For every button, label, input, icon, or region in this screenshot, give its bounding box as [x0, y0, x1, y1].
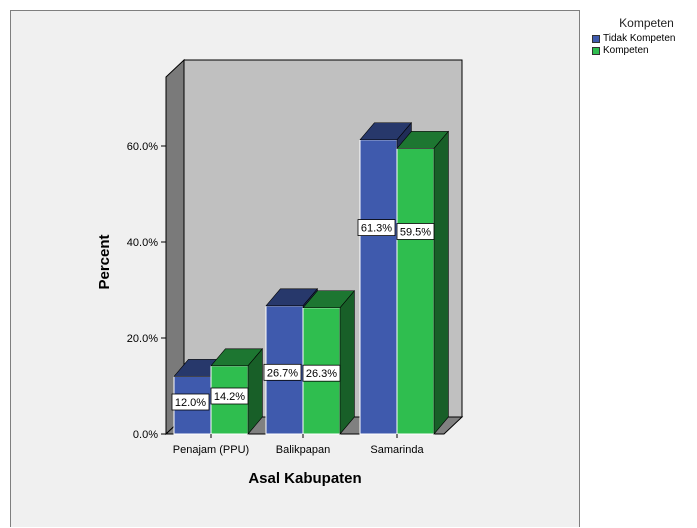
data-label: 12.0%	[171, 393, 210, 411]
y-axis-title: Percent	[96, 234, 113, 289]
y-tick-label: 20.0%	[127, 333, 158, 345]
legend-title: Kompeten	[619, 16, 674, 30]
data-label-text: 12.0%	[175, 397, 206, 409]
data-label-box	[171, 393, 210, 411]
data-label-box	[302, 364, 341, 382]
x-tick-label: Balikpapan	[276, 444, 330, 456]
y-tick-label: 40.0%	[127, 237, 158, 249]
data-label-text: 26.3%	[306, 368, 337, 380]
data-label-text: 61.3%	[361, 223, 392, 235]
data-label: 26.7%	[263, 363, 302, 381]
legend-label: Kompeten	[603, 45, 649, 56]
legend-item-kompeten: Kompeten	[590, 45, 697, 57]
data-label-text: 14.2%	[214, 391, 245, 403]
legend-swatch	[592, 35, 600, 43]
bar-chart: 0.0% 20.0% 40.0% 60.0% Penajam (PPU) Balikpap…	[96, 58, 464, 487]
data-label: 59.5%	[396, 223, 435, 240]
data-label-box	[357, 219, 396, 236]
x-axis-title: Asal Kabupaten	[248, 470, 361, 487]
data-label-text: 59.5%	[400, 226, 431, 238]
data-label: 26.3%	[302, 364, 341, 382]
legend-label: Tidak Kompeten	[603, 33, 676, 44]
data-label-box	[263, 363, 302, 381]
bar-side	[247, 348, 263, 435]
bar-side	[433, 130, 449, 435]
legend-item-tidak-kompeten: Tidak Kompeten	[590, 33, 697, 45]
data-label-box	[396, 223, 435, 240]
chart-area: 0.0% 20.0% 40.0% 60.0% Penajam (PPU) Balikpap…	[10, 10, 580, 527]
bar-side	[339, 289, 355, 435]
bar	[359, 139, 398, 435]
y-tick-label: 0.0%	[133, 429, 158, 441]
data-label-text: 26.7%	[267, 367, 298, 379]
data-label: 61.3%	[357, 219, 396, 236]
legend-swatch	[592, 47, 600, 55]
y-tick-label: 60.0%	[127, 141, 158, 153]
x-tick-label: Penajam (PPU)	[173, 444, 249, 456]
bar	[396, 147, 435, 435]
legend: Kompeten Tidak Kompeten Kompeten	[590, 16, 697, 57]
data-label: 14.2%	[210, 387, 249, 405]
data-label-box	[210, 387, 249, 405]
x-tick-label: Samarinda	[370, 444, 424, 456]
